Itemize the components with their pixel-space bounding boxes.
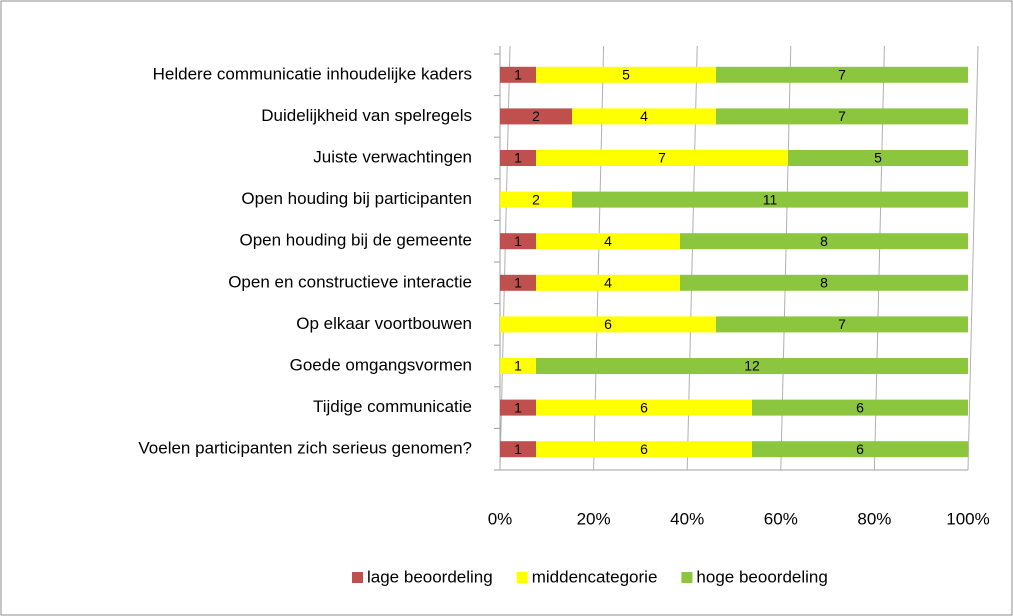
bar-segment xyxy=(500,399,536,416)
data-label: 7 xyxy=(838,67,846,83)
y-tick-label: Voelen participanten zich serieus genome… xyxy=(138,439,472,458)
data-label: 6 xyxy=(640,399,648,415)
bar-segment xyxy=(536,441,752,458)
x-tick-label: 60% xyxy=(764,509,798,528)
x-tick-label: 80% xyxy=(857,509,891,528)
data-label: 4 xyxy=(604,275,612,291)
legend-label: lage beoordeling xyxy=(367,567,493,586)
data-label: 1 xyxy=(514,399,522,415)
data-label: 1 xyxy=(514,441,522,457)
y-tick-label: Open houding bij participanten xyxy=(241,189,472,208)
bar-segment xyxy=(680,233,968,250)
bar-segment xyxy=(716,316,968,333)
legend-swatch xyxy=(352,572,363,583)
data-label: 5 xyxy=(874,150,882,166)
bar-segment xyxy=(536,66,716,83)
data-label: 6 xyxy=(604,316,612,332)
y-tick-label: Goede omgangsvormen xyxy=(290,355,472,374)
data-label: 7 xyxy=(838,316,846,332)
bar-segment xyxy=(536,274,680,291)
bar-segment xyxy=(500,66,536,83)
data-label: 5 xyxy=(622,67,630,83)
legend-swatch xyxy=(681,572,693,583)
data-label: 1 xyxy=(514,233,522,249)
data-label: 7 xyxy=(658,150,666,166)
bar-segment xyxy=(500,108,572,125)
data-label: 4 xyxy=(604,233,612,249)
bar-segment xyxy=(572,191,968,208)
x-tick-label: 0% xyxy=(488,509,513,528)
bar-segment xyxy=(788,150,968,166)
bar-segment xyxy=(716,66,968,83)
data-label: 2 xyxy=(532,108,540,124)
bar-segment xyxy=(500,191,572,208)
data-label: 6 xyxy=(856,441,864,457)
data-label: 4 xyxy=(640,108,648,124)
x-tick-label: 100% xyxy=(946,509,989,528)
legend-label: middencategorie xyxy=(532,567,658,586)
bar-segment xyxy=(500,233,536,250)
legend-swatch xyxy=(516,572,528,583)
y-tick-label: Open houding bij de gemeente xyxy=(239,231,472,250)
bar-segment xyxy=(500,150,536,166)
bar-segment xyxy=(536,233,680,250)
bar-segment xyxy=(752,441,968,458)
data-label: 8 xyxy=(820,275,828,291)
data-label: 6 xyxy=(856,399,864,415)
y-tick-label: Op elkaar voortbouwen xyxy=(296,314,472,333)
y-tick-label: Tijdige communicatie xyxy=(313,397,472,416)
bar-segment xyxy=(500,316,716,333)
data-label: 1 xyxy=(514,150,522,166)
bar-segment xyxy=(500,358,536,374)
data-label: 1 xyxy=(514,67,522,83)
bar-segment xyxy=(536,150,788,166)
data-label: 11 xyxy=(763,191,778,207)
bar-segment xyxy=(536,399,752,416)
data-label: 6 xyxy=(640,441,648,457)
grid-line xyxy=(967,45,979,471)
x-tick-label: 40% xyxy=(670,509,704,528)
data-label: 1 xyxy=(514,358,522,374)
bar-segment xyxy=(536,358,968,374)
y-tick-label: Duidelijkheid van spelregels xyxy=(261,106,472,125)
data-label: 8 xyxy=(820,233,828,249)
y-tick-label: Heldere communicatie inhoudelijke kaders xyxy=(153,64,472,83)
data-label: 7 xyxy=(838,108,846,124)
bar-segment xyxy=(752,399,968,416)
data-label: 12 xyxy=(744,358,760,374)
x-tick-label: 20% xyxy=(577,509,611,528)
y-tick-label: Juiste verwachtingen xyxy=(313,147,472,166)
bar-segment xyxy=(500,441,536,458)
data-label: 1 xyxy=(514,275,522,291)
y-tick-label: Open en constructieve interactie xyxy=(228,272,472,291)
bar-segment xyxy=(680,274,968,291)
data-label: 2 xyxy=(532,191,540,207)
bar-segment xyxy=(500,274,536,291)
legend-label: hoge beoordeling xyxy=(696,567,827,586)
bar-segment xyxy=(716,108,968,125)
bar-segment xyxy=(572,108,716,125)
